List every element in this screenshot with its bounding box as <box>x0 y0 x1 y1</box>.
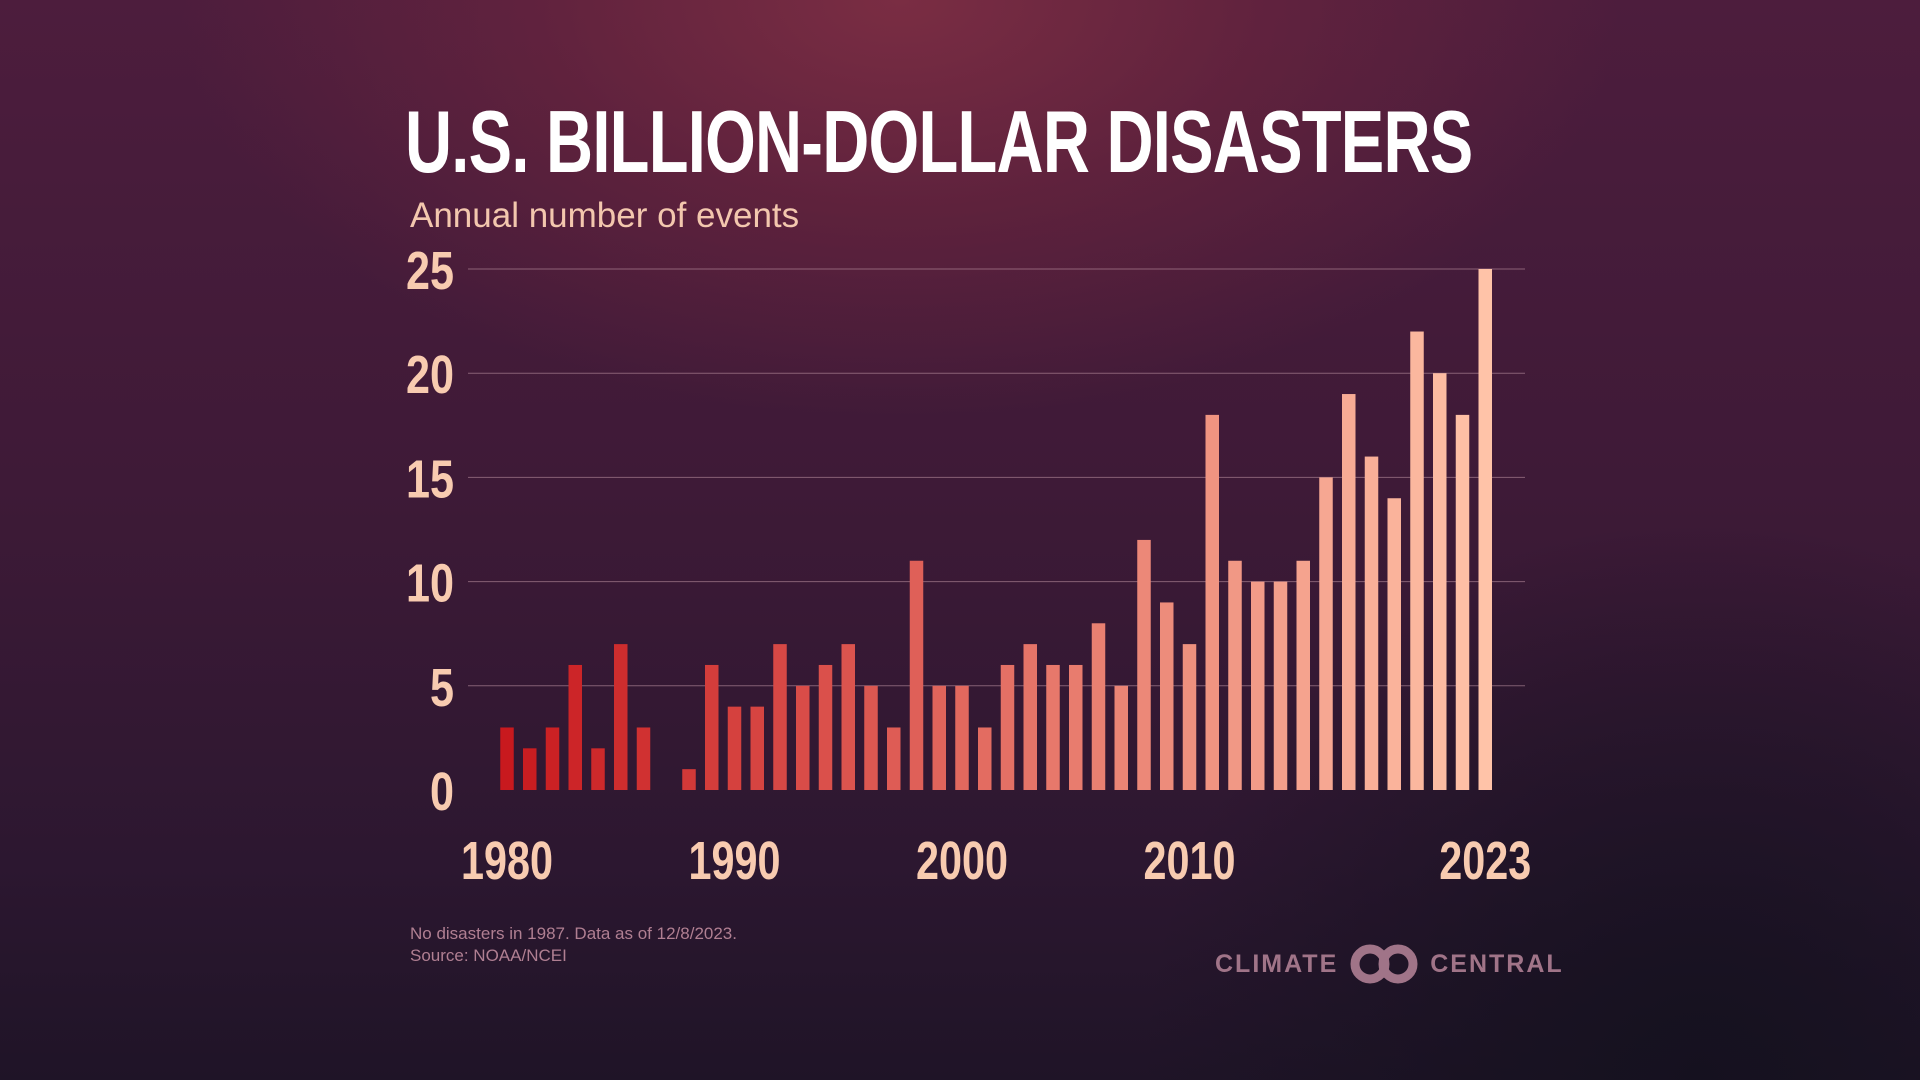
bar-2001 <box>978 727 992 790</box>
x-axis-ticks: 1980 1990 2000 2010 2023 <box>461 831 1531 891</box>
y-tick-label-0: 0 <box>430 762 454 822</box>
bar-2004 <box>1046 664 1060 790</box>
bar-2018 <box>1364 456 1379 790</box>
bar-2019 <box>1387 498 1401 790</box>
footnote-line-1: No disasters in 1987. Data as of 12/8/20… <box>410 924 737 943</box>
bar-1983 <box>568 664 582 790</box>
bar-1998 <box>909 560 924 790</box>
bar-2017 <box>1342 394 1356 790</box>
y-tick-label-20: 20 <box>406 345 454 405</box>
bar-2021 <box>1433 373 1447 790</box>
bar-2014 <box>1273 581 1288 790</box>
bar-1996 <box>864 685 878 790</box>
bar-1982 <box>545 727 560 790</box>
source-note: Source: NOAA/NCEI <box>410 946 567 965</box>
bar-1990 <box>727 706 742 790</box>
y-tick-label-10: 10 <box>406 554 454 614</box>
bars-layer <box>500 269 1492 790</box>
logo-text-central: CENTRAL <box>1430 949 1564 978</box>
bar-2007 <box>1114 685 1128 790</box>
footnote: No disasters in 1987. Data as of 12/8/20… <box>410 923 737 967</box>
bar-1980 <box>500 727 514 790</box>
bar-2015 <box>1296 560 1310 790</box>
logo-rings-icon <box>1350 944 1418 984</box>
y-tick-label-25: 25 <box>406 241 454 301</box>
x-tick-label-2023: 2023 <box>1439 831 1531 891</box>
bar-1985 <box>614 644 628 790</box>
bar-2009 <box>1160 602 1174 790</box>
bar-2002 <box>1000 664 1015 790</box>
climate-central-logo: CLIMATE CENTRAL <box>1215 942 1564 986</box>
x-tick-label-2010: 2010 <box>1144 831 1236 891</box>
bar-1994 <box>818 664 833 790</box>
bar-1991 <box>750 706 764 790</box>
bar-2011 <box>1205 414 1219 790</box>
y-tick-label-15: 15 <box>406 449 454 509</box>
x-tick-label-1990: 1990 <box>689 831 781 891</box>
bar-2000 <box>955 685 969 790</box>
y-axis-ticks: 0 5 10 15 20 25 <box>406 241 454 822</box>
bar-2012 <box>1228 560 1242 790</box>
bar-2023 <box>1478 269 1492 790</box>
bar-1981 <box>523 748 537 790</box>
bar-2010 <box>1182 644 1197 790</box>
bar-1997 <box>887 727 901 790</box>
bar-2022 <box>1455 414 1470 790</box>
bar-1986 <box>636 727 651 790</box>
bar-2005 <box>1069 664 1083 790</box>
bar-2003 <box>1023 644 1037 790</box>
chart-title: U.S. BILLION-DOLLAR DISASTERS <box>405 92 1473 191</box>
bar-1989 <box>705 664 719 790</box>
bar-1999 <box>932 685 946 790</box>
x-tick-label-2000: 2000 <box>916 831 1008 891</box>
logo-text-climate: CLIMATE <box>1215 949 1339 978</box>
chart-subtitle: Annual number of events <box>410 196 800 235</box>
bar-2020 <box>1410 331 1424 790</box>
bar-1993 <box>796 685 810 790</box>
bar-1988 <box>682 769 696 790</box>
bar-1984 <box>591 748 605 790</box>
x-tick-label-1980: 1980 <box>461 831 553 891</box>
y-tick-label-5: 5 <box>430 658 454 718</box>
bar-2006 <box>1091 623 1106 790</box>
bar-1992 <box>773 644 787 790</box>
bar-2008 <box>1137 539 1151 790</box>
bar-1995 <box>841 644 855 790</box>
bar-2013 <box>1251 581 1265 790</box>
bar-2016 <box>1319 477 1333 790</box>
